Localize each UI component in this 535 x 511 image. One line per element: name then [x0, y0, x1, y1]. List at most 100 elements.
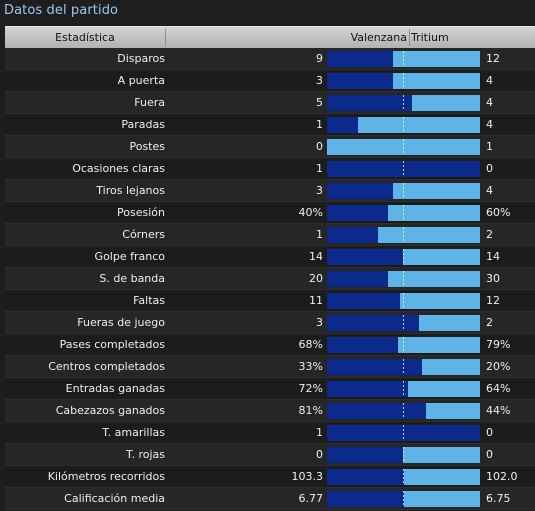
- stat-label: Centros completados: [48, 360, 165, 373]
- midpoint-marker: [403, 271, 404, 287]
- comparison-bar: [327, 161, 480, 177]
- stat-row: Golpe franco 14 14: [5, 246, 535, 268]
- midpoint-marker: [403, 117, 404, 133]
- stat-row: Posesión 40% 60%: [5, 202, 535, 224]
- midpoint-marker: [403, 139, 404, 155]
- stat-row: T. rojas 0 0: [5, 444, 535, 466]
- home-value: 0: [316, 448, 323, 461]
- stat-row: A puerta 3 4: [5, 70, 535, 92]
- home-value: 1: [316, 162, 323, 175]
- comparison-bar: [327, 293, 480, 309]
- midpoint-marker: [403, 447, 404, 463]
- stat-label: Calificación media: [64, 492, 165, 505]
- stat-row: Entradas ganadas 72% 64%: [5, 378, 535, 400]
- stat-label: T. amarillas: [102, 426, 165, 439]
- away-value: 0: [486, 448, 493, 461]
- stat-label: T. rojas: [126, 448, 165, 461]
- stat-row: Córners 1 2: [5, 224, 535, 246]
- midpoint-marker: [403, 95, 404, 111]
- away-value: 60%: [486, 206, 511, 219]
- stat-row: Fuera 5 4: [5, 92, 535, 114]
- comparison-bar: [327, 73, 480, 89]
- column-divider: [165, 29, 166, 46]
- midpoint-marker: [403, 205, 404, 221]
- away-value: 64%: [486, 382, 511, 395]
- home-value: 0: [316, 140, 323, 153]
- stat-label: Ocasiones claras: [72, 162, 165, 175]
- comparison-bar: [327, 183, 480, 199]
- home-value: 40%: [298, 206, 323, 219]
- stat-row: T. amarillas 1 0: [5, 422, 535, 444]
- away-value: 2: [486, 316, 493, 329]
- away-value: 1: [486, 140, 493, 153]
- comparison-bar: [327, 315, 480, 331]
- comparison-bar: [327, 447, 480, 463]
- stat-label: Fuera: [134, 96, 165, 109]
- home-value: 72%: [298, 382, 323, 395]
- column-header-stat[interactable]: Estadística: [55, 31, 115, 44]
- home-value: 3: [316, 74, 323, 87]
- away-value: 30: [486, 272, 500, 285]
- away-value: 102.0: [486, 470, 518, 483]
- comparison-bar: [327, 425, 480, 441]
- midpoint-marker: [403, 403, 404, 419]
- home-value: 68%: [298, 338, 323, 351]
- away-value: 20%: [486, 360, 511, 373]
- midpoint-marker: [403, 359, 404, 375]
- stat-row: Tiros lejanos 3 4: [5, 180, 535, 202]
- away-share-fill: [378, 227, 480, 243]
- stat-row: Postes 0 1: [5, 136, 535, 158]
- stats-table-header: Estadística Valenzana Tritium: [5, 26, 535, 49]
- midpoint-marker: [403, 183, 404, 199]
- home-value: 20: [309, 272, 323, 285]
- stat-row: S. de banda 20 30: [5, 268, 535, 290]
- stat-label: Golpe franco: [94, 250, 165, 263]
- away-value: 12: [486, 52, 500, 65]
- away-share-fill: [393, 73, 480, 89]
- comparison-bar: [327, 469, 480, 485]
- stat-row: Faltas 11 12: [5, 290, 535, 312]
- home-value: 9: [316, 52, 323, 65]
- comparison-bar: [327, 227, 480, 243]
- away-value: 2: [486, 228, 493, 241]
- comparison-bar: [327, 403, 480, 419]
- stat-row: Cabezazos ganados 81% 44%: [5, 400, 535, 422]
- home-value: 1: [316, 426, 323, 439]
- midpoint-marker: [403, 227, 404, 243]
- away-share-fill: [403, 447, 480, 463]
- home-value: 1: [316, 228, 323, 241]
- away-value: 6.75: [486, 492, 511, 505]
- away-share-fill: [426, 403, 480, 419]
- midpoint-marker: [403, 337, 404, 353]
- away-share-fill: [408, 381, 480, 397]
- midpoint-marker: [403, 51, 404, 67]
- away-share-fill: [412, 95, 480, 111]
- stat-row: Centros completados 33% 20%: [5, 356, 535, 378]
- stat-label: Cabezazos ganados: [55, 404, 165, 417]
- stat-row: Ocasiones claras 1 0: [5, 158, 535, 180]
- comparison-bar: [327, 205, 480, 221]
- column-header-away-team: Tritium: [411, 31, 449, 44]
- away-value: 4: [486, 184, 493, 197]
- home-value: 103.3: [291, 470, 324, 483]
- stat-label: Kilómetros recorridos: [47, 470, 165, 483]
- stat-row: Calificación media 6.77 6.75: [5, 488, 535, 510]
- stat-row: Disparos 9 12: [5, 48, 535, 70]
- stat-label: Entradas ganadas: [65, 382, 165, 395]
- stat-row: Kilómetros recorridos 103.3 102.0: [5, 466, 535, 488]
- midpoint-marker: [403, 249, 404, 265]
- midpoint-marker: [403, 73, 404, 89]
- away-value: 4: [486, 96, 493, 109]
- away-share-fill: [388, 205, 480, 221]
- home-value: 11: [309, 294, 323, 307]
- away-value: 0: [486, 426, 493, 439]
- home-value: 81%: [298, 404, 323, 417]
- away-value: 0: [486, 162, 493, 175]
- panel-title: Datos del partido: [4, 3, 119, 18]
- stat-label: Postes: [129, 140, 165, 153]
- away-share-fill: [400, 293, 480, 309]
- midpoint-marker: [403, 293, 404, 309]
- home-value: 5: [316, 96, 323, 109]
- comparison-bar: [327, 117, 480, 133]
- stat-label: S. de banda: [99, 272, 165, 285]
